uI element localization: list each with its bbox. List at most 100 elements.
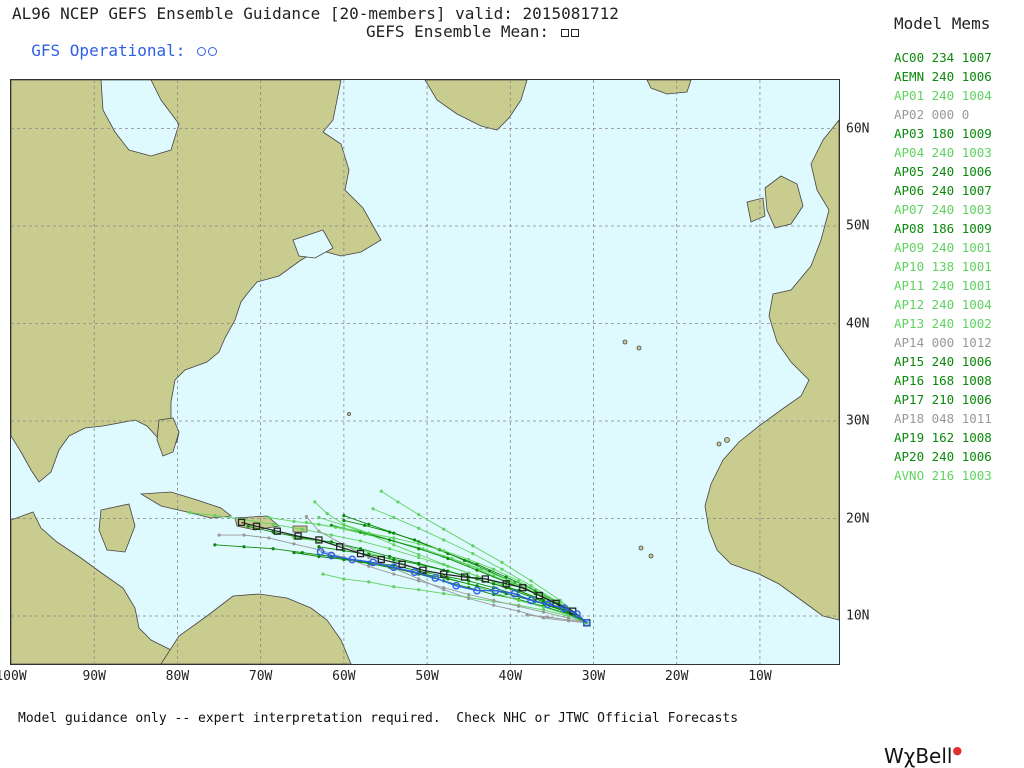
legend-member: AP03 180 1009 [894, 126, 992, 141]
ensemble-mean-point [519, 584, 527, 592]
ensemble-mean-point [440, 570, 448, 578]
member-track-point [417, 552, 421, 557]
member-track-point [213, 513, 217, 518]
europe-africa [704, 119, 839, 621]
circle-marker-icon [197, 47, 207, 56]
gfs-operational-point [389, 563, 398, 572]
member-track-point [329, 533, 333, 537]
member-track-point [292, 519, 296, 524]
latitude-label: 30N [846, 413, 870, 429]
gfs-operational-point [431, 574, 440, 582]
ensemble-mean-point [252, 522, 261, 530]
member-track-point [379, 489, 383, 493]
legend-member: AP13 240 1002 [894, 316, 992, 331]
member-track-point [446, 564, 450, 568]
legend-member: AP11 240 1001 [894, 278, 992, 293]
ensemble-tracks [188, 489, 591, 627]
member-track-point [475, 584, 479, 588]
gfs-operational-point [527, 596, 536, 605]
legend-member: AP05 240 1006 [894, 164, 992, 179]
member-track-point [541, 610, 546, 614]
square-marker-icon [570, 28, 579, 37]
ensemble-mean-point [377, 555, 385, 564]
member-track-point [358, 547, 363, 551]
gfs-operational-point [543, 600, 552, 609]
brand-logo: WχBell● [884, 744, 962, 768]
member-track-point [396, 500, 400, 504]
member-track-point [479, 567, 483, 571]
map-panel[interactable] [10, 79, 840, 665]
member-track-point [388, 538, 392, 542]
legend-member: AP04 240 1003 [894, 145, 992, 160]
member-track-point [271, 547, 275, 551]
member-track-point [388, 554, 392, 559]
gfs-operational-point [410, 568, 419, 577]
gfs-operational-point [491, 586, 500, 595]
ensemble-mean-point [336, 543, 344, 551]
member-track-point [446, 556, 450, 561]
disclaimer-footer: Model guidance only -- expert interpreta… [18, 711, 739, 726]
longitude-label: 90W [82, 669, 106, 684]
member-track-point [271, 522, 275, 526]
azores [636, 345, 642, 351]
legend-member: AP14 000 1012 [894, 335, 992, 350]
cape-verde [638, 545, 644, 551]
member-track-point [471, 544, 475, 548]
legend-member: AP07 240 1003 [894, 202, 992, 217]
latitude-label: 20N [846, 511, 870, 526]
member-track-point [517, 604, 521, 608]
member-track-point [367, 580, 371, 584]
member-track-point [541, 616, 546, 620]
member-track-point [517, 609, 521, 613]
member-track-point [392, 557, 396, 562]
ireland [746, 197, 766, 223]
bermuda [347, 412, 351, 416]
legend-member: AP17 210 1006 [894, 392, 992, 407]
member-track-line [526, 614, 587, 624]
member-track-point [188, 511, 192, 515]
member-track-point [504, 575, 508, 579]
longitude-label: 10W [748, 669, 772, 684]
legend-member: AP09 240 1001 [894, 240, 992, 255]
member-track-point [342, 518, 346, 523]
gfs-operational-track [320, 550, 588, 624]
member-track-point [417, 555, 421, 560]
member-track-point [541, 598, 546, 603]
cape-verde [648, 553, 654, 559]
member-track-point [342, 526, 346, 530]
member-track-point [475, 574, 479, 578]
member-track-point [500, 560, 504, 564]
atlantic-map[interactable] [11, 80, 839, 664]
land-masses [11, 80, 839, 664]
member-track-point [325, 512, 329, 516]
member-track-point [342, 513, 346, 518]
member-track-point [517, 598, 521, 603]
south-america [160, 593, 352, 664]
member-track-line [322, 573, 588, 624]
member-track-line [219, 534, 588, 624]
ensemble-mean-point [237, 518, 246, 527]
north-america [11, 80, 382, 483]
member-track-point [541, 605, 546, 609]
longitude-label: 20W [664, 669, 689, 684]
member-track-point [417, 526, 421, 530]
member-track-point [442, 591, 446, 596]
member-track-point [417, 562, 421, 566]
canary-islands [724, 437, 730, 443]
gfs-operational-point [452, 581, 461, 590]
gfs-operational-point [348, 555, 357, 564]
ensemble-mean-text: GEFS Ensemble Mean: [366, 22, 550, 41]
latitude-label: 10N [846, 608, 870, 624]
circle-marker-icon [208, 47, 218, 56]
member-track-point [388, 547, 392, 551]
member-track-point [475, 568, 479, 572]
member-track-point [213, 543, 217, 547]
member-track-point [367, 564, 371, 568]
model-members-legend: AC00 234 1007 AEMN 240 1006 AP01 240 1004 A… [894, 48, 992, 485]
member-track-point [313, 500, 317, 504]
member-track-point [467, 596, 471, 601]
square-marker-icon [560, 28, 569, 37]
legend-member: AP08 186 1009 [894, 221, 992, 236]
legend-title: Model Mems [894, 14, 991, 33]
member-track-point [467, 557, 471, 562]
